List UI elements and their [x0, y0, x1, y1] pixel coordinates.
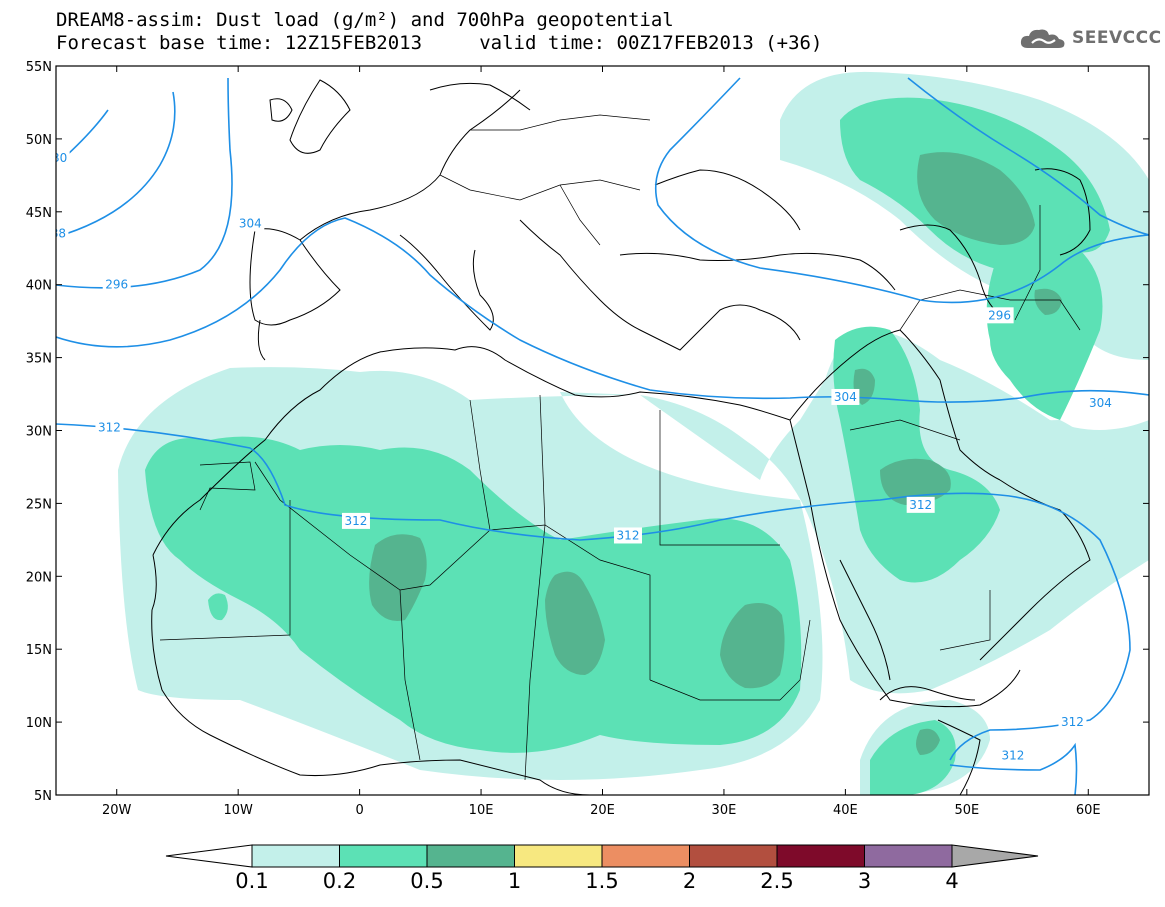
axis-ticks: 55N 50N 45N 40N 35N 30N 25N 20N 15N 10N 5N 20W 10W 0 1…	[26, 60, 1149, 818]
contour-label-bg	[236, 215, 265, 232]
contour-label: 312	[617, 528, 640, 542]
contour-label-bg	[102, 276, 131, 293]
colorbar-swatch	[864, 844, 953, 868]
colorbar-label: 0.2	[323, 869, 356, 893]
lat-tick-label: 50N	[26, 133, 52, 148]
colorbar-under-arrow	[165, 844, 253, 868]
contour-label-bg	[998, 747, 1027, 764]
colorbar-swatch	[426, 844, 515, 868]
contour-label: 296	[105, 278, 128, 292]
map-subtitle: Forecast base time: 12Z15FEB2013 valid t…	[56, 32, 823, 54]
lat-tick-label: 45N	[26, 206, 52, 221]
lat-tick-label: 20N	[26, 570, 52, 585]
contour-label-bg	[341, 512, 370, 529]
geopotential-contours	[56, 77, 1149, 795]
colorbar-label: 3	[858, 869, 871, 893]
colorbar-swatch	[339, 844, 428, 868]
logo-text: SEEVCCC	[1072, 28, 1162, 48]
colorbar-label: 1.5	[585, 869, 618, 893]
contour-label-bg	[985, 307, 1014, 324]
coastlines	[151, 79, 1091, 795]
lat-tick-label: 35N	[26, 352, 52, 367]
contour-label: 312	[909, 498, 932, 512]
contour-label: 30	[52, 151, 67, 165]
colorbar-over-arrow	[951, 844, 1039, 868]
contour-label: 296	[988, 308, 1011, 322]
contour-label: 88	[51, 227, 66, 241]
lat-tick-label: 5N	[34, 789, 52, 804]
lon-tick-label: 40E	[833, 803, 858, 818]
lat-tick-label: 55N	[26, 60, 52, 75]
colorbar-label: 2	[683, 869, 696, 893]
colorbar-swatch	[251, 844, 340, 868]
contour-label: 304	[834, 390, 857, 404]
colorbar-label: 2.5	[760, 869, 793, 893]
lon-tick-label: 30E	[712, 803, 737, 818]
country-borders	[159, 114, 1081, 781]
cloud-icon	[1020, 29, 1065, 48]
contour-label-bg	[56, 225, 69, 242]
contour-label: 312	[1002, 749, 1025, 763]
lat-tick-label: 25N	[26, 497, 52, 512]
colorbar-swatch	[601, 844, 690, 868]
lon-tick-label: 10W	[223, 803, 253, 818]
contour-label: 304	[1089, 396, 1112, 410]
map-title: DREAM8-assim: Dust load (g/m²) and 700hP…	[56, 9, 674, 31]
contour-label: 312	[1061, 715, 1084, 729]
lon-tick-label: 10E	[469, 803, 494, 818]
contour-label-bg	[95, 419, 124, 436]
contour-label-bg	[1086, 394, 1115, 411]
seevccc-logo: SEEVCCC	[1018, 26, 1162, 50]
contour-label-bg	[56, 149, 70, 166]
colorbar-swatch	[776, 844, 865, 868]
contour-label-bg	[906, 496, 935, 513]
contour-label: 304	[239, 216, 262, 230]
colorbar-swatch	[514, 844, 603, 868]
lon-tick-label: 60E	[1076, 803, 1101, 818]
lat-tick-label: 30N	[26, 425, 52, 440]
colorbar-swatch	[689, 844, 778, 868]
colorbar-label: 1	[508, 869, 521, 893]
colorbar-label: 0.1	[235, 869, 268, 893]
lon-tick-label: 20W	[102, 803, 132, 818]
contour-label-bg	[1058, 714, 1087, 731]
colorbar: 0.1 0.2 0.5 1 1.5 2 2.5 3 4	[165, 844, 1039, 893]
lat-tick-label: 40N	[26, 279, 52, 294]
colorbar-label: 0.5	[410, 869, 443, 893]
lon-tick-label: 20E	[590, 803, 615, 818]
contour-label-bg	[831, 388, 860, 405]
contour-label: 312	[345, 514, 368, 528]
contour-label-bg	[614, 527, 643, 544]
lat-tick-label: 15N	[26, 643, 52, 658]
lon-tick-label: 50E	[954, 803, 979, 818]
colorbar-label: 4	[945, 869, 958, 893]
lat-tick-label: 10N	[26, 716, 52, 731]
contour-label: 312	[98, 421, 121, 435]
dust-area-heavy	[369, 152, 1062, 755]
lon-tick-label: 0	[355, 803, 363, 818]
contour-labels: 304 296 88 30 312 312 312 312 304 296 304 312 312	[51, 149, 1115, 764]
